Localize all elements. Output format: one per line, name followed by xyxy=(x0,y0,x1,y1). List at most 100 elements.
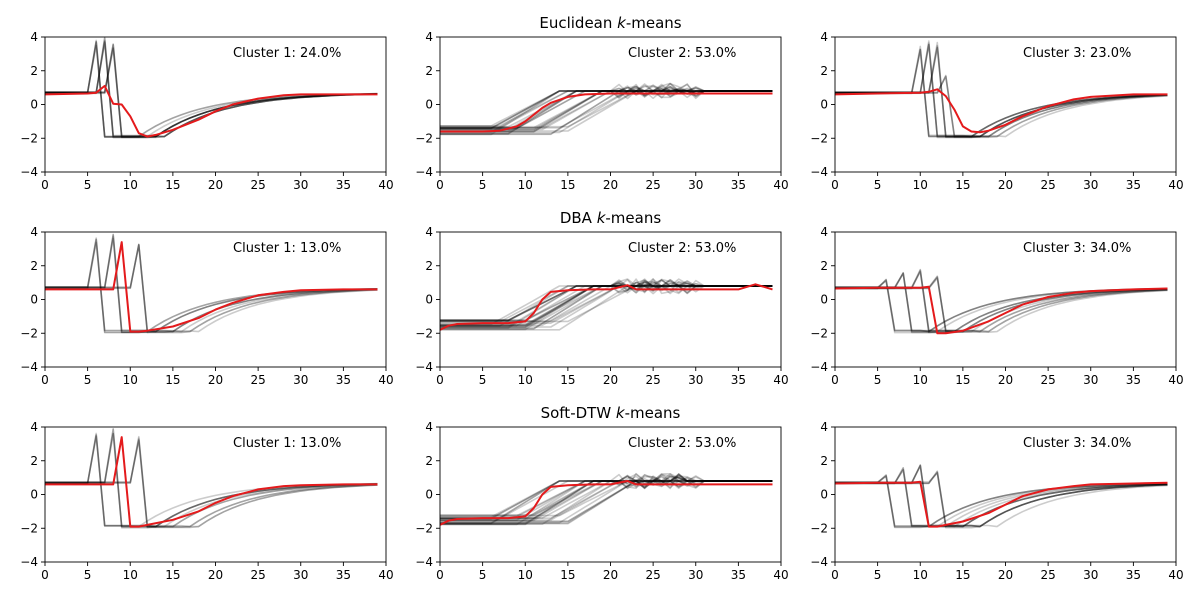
member-series xyxy=(440,475,773,522)
x-tick-label: 0 xyxy=(436,178,444,192)
barycenter-series xyxy=(440,283,773,331)
x-tick-label: 5 xyxy=(874,373,882,387)
y-tick-label: −2 xyxy=(415,521,433,535)
member-series xyxy=(440,480,773,526)
barycenter-series xyxy=(45,436,378,528)
y-tick-label: −4 xyxy=(810,165,828,179)
panel-1-2: 0 5 10 15 20 25 30 35 40 −4 −2 0 2 4 Cluster 2: 53.0% xyxy=(415,30,788,192)
cluster-label: Cluster 2: 53.0% xyxy=(628,436,736,451)
member-series xyxy=(45,438,378,529)
x-tick-label: 25 xyxy=(645,568,660,582)
member-series xyxy=(440,480,773,525)
member-series xyxy=(440,474,773,520)
x-tick-label: 5 xyxy=(479,178,487,192)
x-tick-label: 15 xyxy=(165,373,180,387)
cluster-label: Cluster 1: 24.0% xyxy=(233,46,341,61)
x-tick-label: 10 xyxy=(518,568,533,582)
member-series xyxy=(440,476,773,519)
member-series xyxy=(440,90,773,129)
cluster-label: Cluster 2: 53.0% xyxy=(628,46,736,61)
barycenter-series xyxy=(835,285,1168,335)
member-series xyxy=(440,87,773,135)
x-tick-label: 35 xyxy=(336,568,351,582)
member-series xyxy=(45,432,378,528)
y-tick-label: 2 xyxy=(30,64,38,78)
row-title: Euclidean k-means xyxy=(539,14,681,32)
x-tick-label: 0 xyxy=(41,373,49,387)
member-series xyxy=(440,88,773,130)
member-series xyxy=(440,480,773,523)
x-tick-label: 10 xyxy=(518,373,533,387)
y-tick-label: −4 xyxy=(415,165,433,179)
member-series xyxy=(835,472,1168,528)
x-tick-label: 30 xyxy=(688,568,703,582)
y-tick-label: −2 xyxy=(20,131,38,145)
panel-3-2: 0 5 10 15 20 25 30 35 40 −4 −2 0 2 4 Cluster 2: 53.0% xyxy=(415,420,788,582)
panel-3-1: 0 5 10 15 20 25 30 35 40 −4 −2 0 2 4 Cluster 1: 13.0% xyxy=(20,420,393,582)
x-tick-label: 20 xyxy=(208,178,223,192)
y-tick-label: 0 xyxy=(820,488,828,502)
x-tick-label: 15 xyxy=(165,568,180,582)
member-series xyxy=(440,279,773,331)
y-tick-label: −4 xyxy=(810,555,828,569)
y-tick-label: 4 xyxy=(30,420,38,434)
y-tick-label: 4 xyxy=(425,420,433,434)
member-series xyxy=(45,243,378,333)
x-tick-label: 40 xyxy=(378,568,393,582)
barycenter-series xyxy=(440,92,773,133)
x-tick-label: 10 xyxy=(913,373,928,387)
member-series xyxy=(440,278,773,329)
series-group xyxy=(440,278,773,331)
member-series xyxy=(45,243,378,333)
x-tick-label: 0 xyxy=(831,178,839,192)
cluster-label: Cluster 2: 53.0% xyxy=(628,241,736,256)
member-series xyxy=(45,44,378,138)
member-series xyxy=(440,480,773,522)
y-tick-label: −2 xyxy=(415,326,433,340)
member-series xyxy=(45,244,378,334)
y-tick-label: −4 xyxy=(415,360,433,374)
series-group xyxy=(835,40,1168,139)
x-tick-label: 35 xyxy=(1126,373,1141,387)
member-series xyxy=(835,474,1168,528)
y-tick-label: 2 xyxy=(820,64,828,78)
series-group xyxy=(835,268,1168,335)
x-tick-label: 30 xyxy=(293,178,308,192)
x-tick-label: 15 xyxy=(560,178,575,192)
member-series xyxy=(440,282,773,330)
member-series xyxy=(440,285,773,330)
y-tick-label: 4 xyxy=(425,30,433,44)
barycenter-series xyxy=(835,480,1168,528)
x-tick-label: 35 xyxy=(1126,568,1141,582)
panel-2-1: 0 5 10 15 20 25 30 35 40 −4 −2 0 2 4 Cluster 1: 13.0% xyxy=(20,225,393,387)
y-tick-label: −4 xyxy=(20,165,38,179)
member-series xyxy=(835,44,1168,139)
member-series xyxy=(440,473,773,520)
member-series xyxy=(440,279,773,323)
member-series xyxy=(440,285,773,326)
member-series xyxy=(440,87,773,127)
y-tick-label: −4 xyxy=(810,360,828,374)
x-tick-label: 30 xyxy=(293,373,308,387)
member-series xyxy=(440,278,773,327)
y-tick-label: −2 xyxy=(415,131,433,145)
member-series xyxy=(440,280,773,327)
y-tick-label: 0 xyxy=(425,98,433,112)
x-tick-label: 0 xyxy=(831,568,839,582)
x-tick-label: 40 xyxy=(773,178,788,192)
series-group xyxy=(440,82,773,136)
x-tick-label: 35 xyxy=(731,373,746,387)
member-series xyxy=(835,74,1168,138)
y-tick-label: −2 xyxy=(810,521,828,535)
row-title: Soft-DTW k-means xyxy=(541,404,681,422)
member-series xyxy=(45,37,378,138)
y-tick-label: 2 xyxy=(425,454,433,468)
member-series xyxy=(440,478,773,524)
member-series xyxy=(440,83,773,131)
x-tick-label: 25 xyxy=(250,373,265,387)
cluster-label: Cluster 3: 34.0% xyxy=(1023,241,1131,256)
x-tick-label: 35 xyxy=(336,373,351,387)
y-tick-label: 2 xyxy=(820,454,828,468)
x-tick-label: 25 xyxy=(250,568,265,582)
x-tick-label: 10 xyxy=(123,568,138,582)
